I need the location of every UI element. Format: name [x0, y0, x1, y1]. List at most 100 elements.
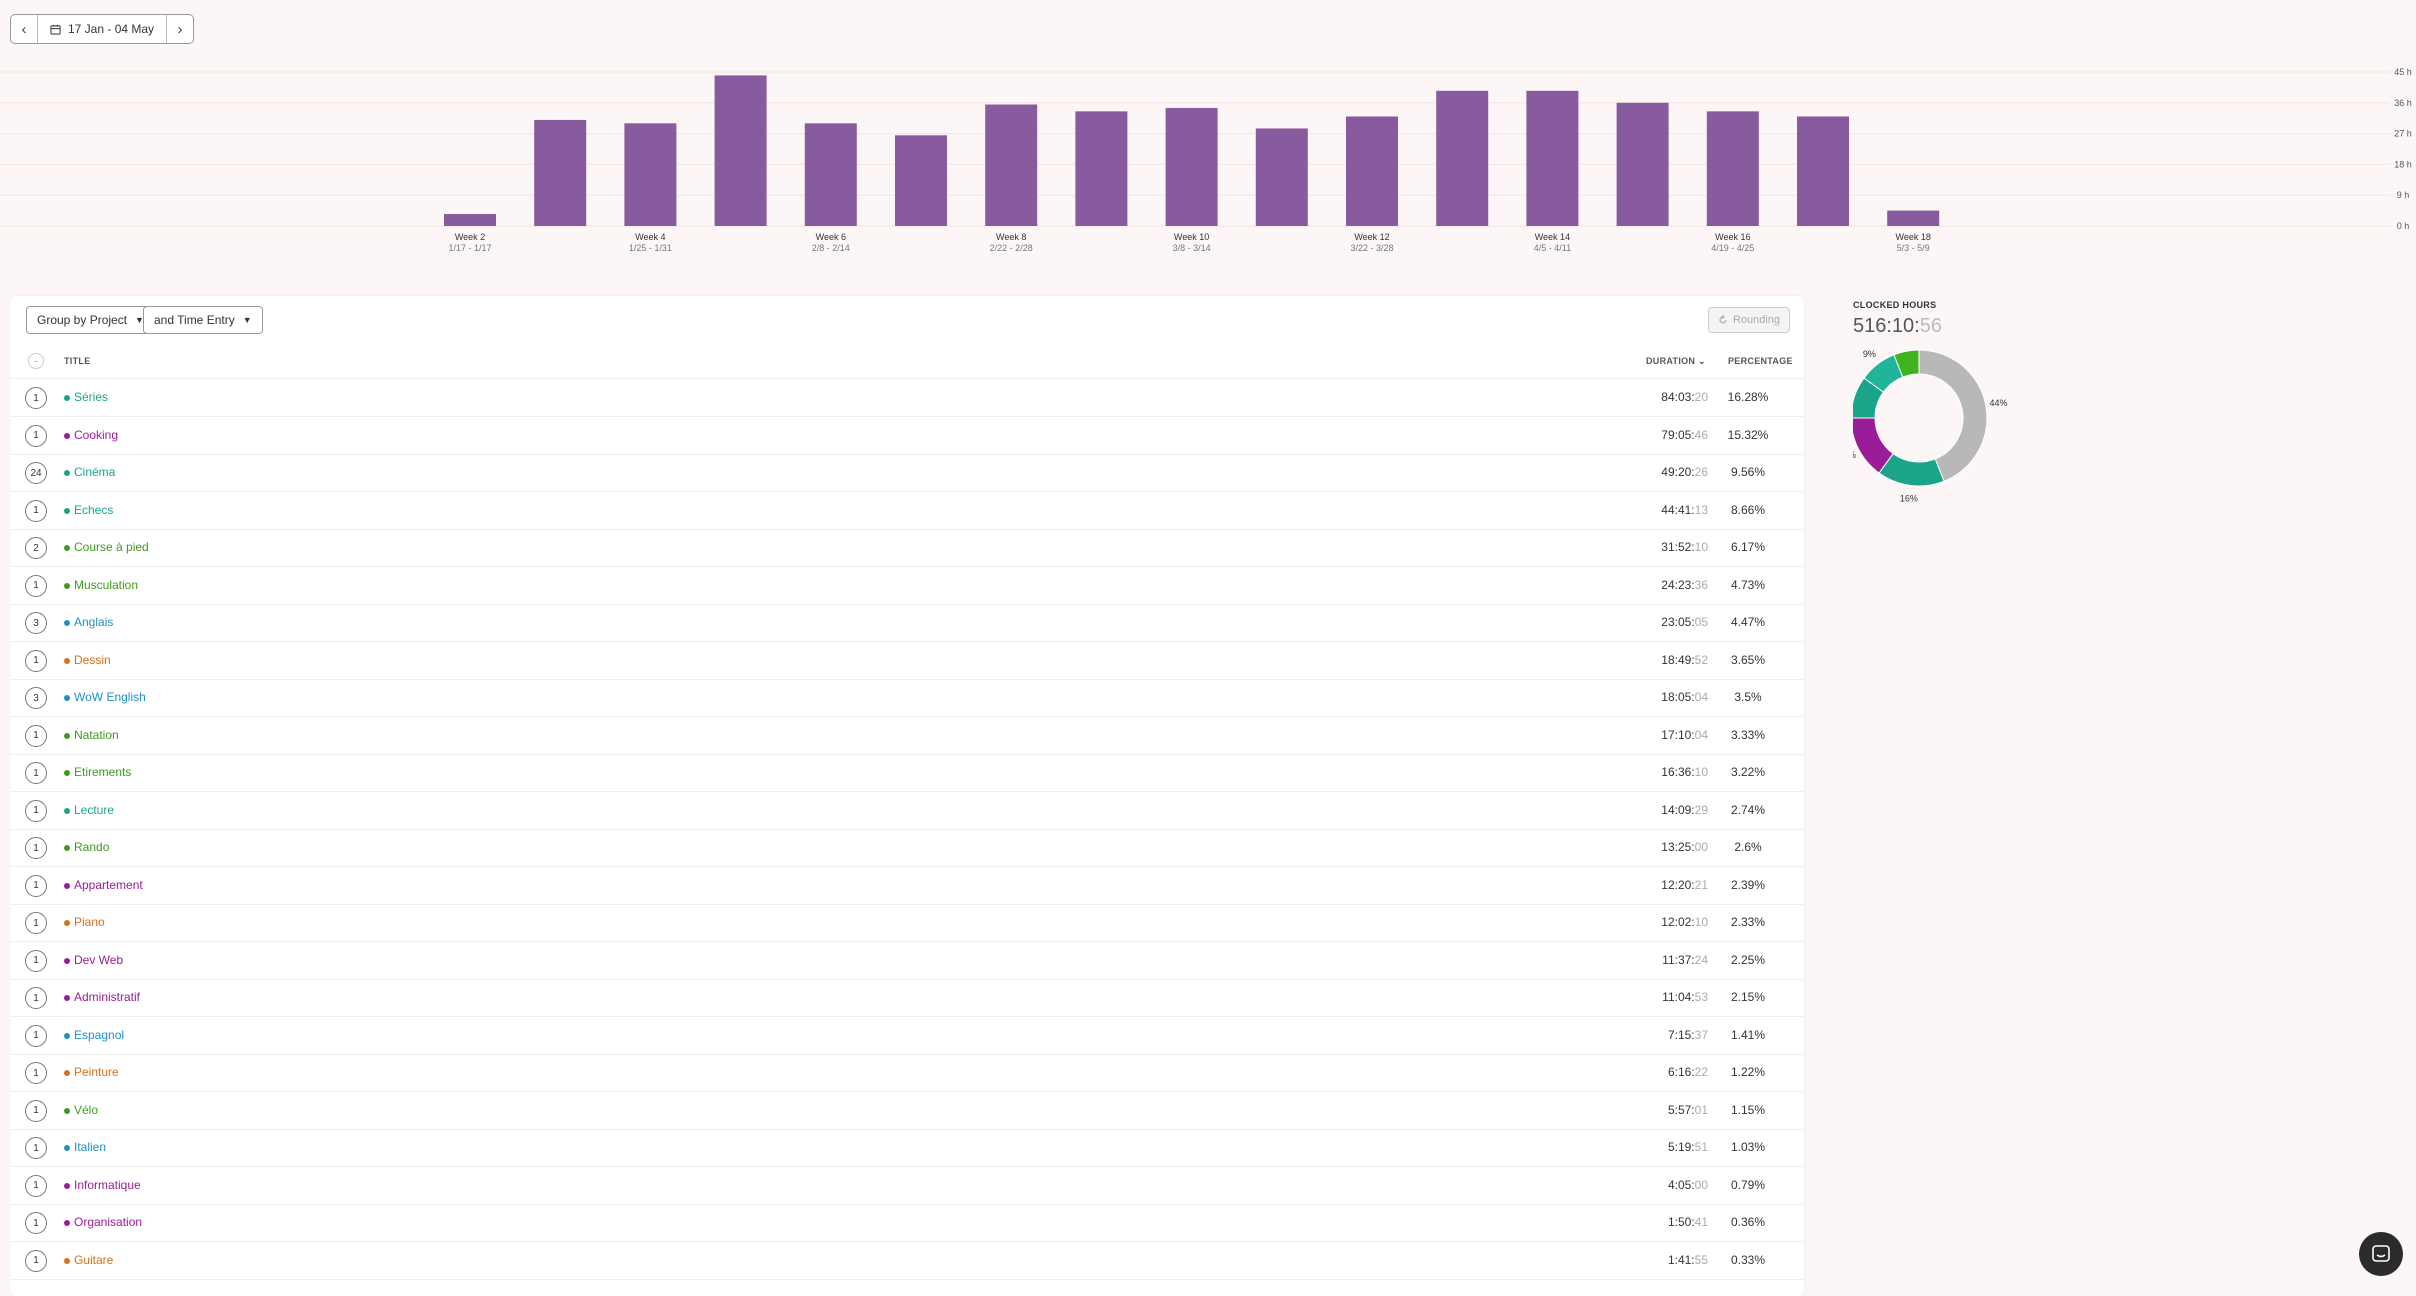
- entry-count-badge[interactable]: 1: [25, 912, 47, 934]
- project-title[interactable]: Etirements: [74, 765, 132, 779]
- project-title[interactable]: Italien: [74, 1140, 107, 1154]
- table-row[interactable]: 1 Piano 12:02:10 2.33%: [10, 904, 1804, 942]
- expand-all-toggle[interactable]: –: [28, 353, 44, 369]
- project-title[interactable]: Musculation: [74, 577, 139, 592]
- entry-count-badge[interactable]: 3: [25, 687, 47, 709]
- bar-week-7[interactable]: [895, 135, 947, 226]
- project-title[interactable]: Course à pied: [74, 540, 149, 554]
- bar-week-3[interactable]: [534, 119, 587, 226]
- entry-count-badge[interactable]: 1: [25, 1137, 47, 1159]
- entry-count-badge[interactable]: 1: [25, 387, 47, 409]
- percentage-column-header[interactable]: PERCENTAGE: [1728, 356, 1793, 366]
- entry-count-badge[interactable]: 1: [25, 762, 47, 784]
- entry-count-badge[interactable]: 1: [25, 1249, 47, 1272]
- donut-slice[interactable]: [1893, 349, 1920, 378]
- bar-week-11[interactable]: [1255, 128, 1308, 226]
- group-by-dropdown[interactable]: Group by Project ▼: [26, 306, 155, 334]
- project-title[interactable]: Séries: [74, 390, 109, 404]
- bar-week-2[interactable]: [444, 214, 496, 226]
- entry-count-badge[interactable]: 1: [25, 424, 47, 447]
- title-column-header[interactable]: TITLE: [64, 356, 91, 366]
- table-row[interactable]: 1 Administratif 11:04:53 2.15%: [10, 979, 1804, 1017]
- entry-count-badge[interactable]: 3: [25, 612, 47, 634]
- then-by-dropdown[interactable]: and Time Entry ▼: [143, 306, 263, 334]
- entry-count-badge[interactable]: 1: [25, 1212, 47, 1234]
- project-title[interactable]: Guitare: [74, 1252, 114, 1267]
- project-title[interactable]: Peinture: [74, 1065, 119, 1079]
- project-title[interactable]: Cinéma: [74, 465, 116, 479]
- entry-count-badge[interactable]: 1: [25, 987, 47, 1009]
- project-title[interactable]: Dessin: [74, 652, 111, 667]
- bar-week-18[interactable]: [1887, 210, 1940, 226]
- entry-count-badge[interactable]: 1: [25, 724, 47, 747]
- entry-count-badge[interactable]: 1: [25, 1174, 47, 1197]
- project-title[interactable]: Rando: [74, 840, 110, 854]
- project-title[interactable]: Echecs: [74, 502, 114, 517]
- table-row[interactable]: 1 Lecture 14:09:29 2.74%: [10, 792, 1804, 830]
- donut-slice[interactable]: [1918, 349, 1988, 482]
- project-title[interactable]: Anglais: [74, 615, 114, 629]
- table-row[interactable]: 1 Organisation 1:50:41 0.36%: [10, 1204, 1804, 1242]
- entry-count-badge[interactable]: 24: [25, 462, 47, 484]
- date-range-button[interactable]: 17 Jan - 04 May: [37, 15, 168, 43]
- table-row[interactable]: 1 Musculation 24:23:36 4.73%: [10, 567, 1804, 605]
- bar-week-17[interactable]: [1797, 116, 1849, 226]
- project-title[interactable]: Cooking: [74, 427, 119, 442]
- entry-count-badge[interactable]: 1: [25, 649, 47, 672]
- project-title[interactable]: Administratif: [74, 990, 141, 1004]
- table-row[interactable]: 1 Informatique 4:05:00 0.79%: [10, 1167, 1804, 1205]
- bar-week-16[interactable]: [1706, 111, 1759, 226]
- table-row[interactable]: 1 Italien 5:19:51 1.03%: [10, 1129, 1804, 1167]
- rounding-button[interactable]: Rounding: [1708, 307, 1790, 333]
- entry-count-badge[interactable]: 1: [25, 1024, 47, 1047]
- project-title[interactable]: Lecture: [74, 802, 115, 817]
- table-row[interactable]: 1 Dessin 18:49:52 3.65%: [10, 642, 1804, 680]
- project-title[interactable]: Natation: [74, 727, 119, 742]
- bar-week-5[interactable]: [714, 75, 767, 226]
- entry-count-badge[interactable]: 2: [25, 537, 47, 559]
- prev-period-button[interactable]: ‹: [21, 20, 27, 38]
- bar-week-14[interactable]: [1526, 90, 1579, 226]
- project-title[interactable]: Espagnol: [74, 1027, 125, 1042]
- bar-week-10[interactable]: [1165, 107, 1218, 226]
- table-row[interactable]: 1 Guitare 1:41:55 0.33%: [10, 1242, 1804, 1280]
- table-row[interactable]: 1 Echecs 44:41:13 8.66%: [10, 492, 1804, 530]
- table-row[interactable]: 1 Dev Web 11:37:24 2.25%: [10, 942, 1804, 980]
- project-title[interactable]: Organisation: [74, 1215, 143, 1229]
- bar-week-12[interactable]: [1346, 116, 1398, 226]
- entry-count-badge[interactable]: 1: [25, 1062, 47, 1084]
- chat-button[interactable]: [2359, 1232, 2403, 1276]
- entry-count-badge[interactable]: 1: [25, 574, 47, 597]
- bar-week-8[interactable]: [985, 104, 1038, 226]
- project-title[interactable]: Informatique: [74, 1177, 141, 1192]
- entry-count-badge[interactable]: 1: [25, 837, 47, 859]
- entry-count-badge[interactable]: 1: [25, 499, 47, 522]
- bar-week-4[interactable]: [624, 123, 677, 226]
- bar-week-9[interactable]: [1075, 111, 1128, 226]
- table-row[interactable]: 1 Appartement 12:20:21 2.39%: [10, 867, 1804, 905]
- table-row[interactable]: 1 Peinture 6:16:22 1.22%: [10, 1054, 1804, 1092]
- table-row[interactable]: 3 WoW English 18:05:04 3.5%: [10, 679, 1804, 717]
- bar-week-15[interactable]: [1616, 102, 1669, 226]
- project-title[interactable]: Piano: [74, 915, 105, 929]
- table-row[interactable]: 1 Cooking 79:05:46 15.32%: [10, 417, 1804, 455]
- table-row[interactable]: 1 Etirements 16:36:10 3.22%: [10, 754, 1804, 792]
- project-title[interactable]: Appartement: [74, 877, 143, 892]
- next-period-button[interactable]: ›: [177, 20, 183, 38]
- project-title[interactable]: Dev Web: [74, 952, 124, 967]
- duration-column-header[interactable]: DURATION ⌄: [1646, 356, 1706, 367]
- entry-count-badge[interactable]: 1: [25, 949, 47, 972]
- table-row[interactable]: 1 Espagnol 7:15:37 1.41%: [10, 1017, 1804, 1055]
- bar-week-13[interactable]: [1436, 90, 1489, 226]
- project-title[interactable]: Vélo: [74, 1102, 99, 1117]
- project-title[interactable]: WoW English: [74, 690, 146, 704]
- table-row[interactable]: 3 Anglais 23:05:05 4.47%: [10, 604, 1804, 642]
- bar-week-6[interactable]: [804, 123, 857, 226]
- table-row[interactable]: 24 Cinéma 49:20:26 9.56%: [10, 454, 1804, 492]
- table-row[interactable]: 2 Course à pied 31:52:10 6.17%: [10, 529, 1804, 567]
- table-row[interactable]: 1 Natation 17:10:04 3.33%: [10, 717, 1804, 755]
- table-row[interactable]: 1 Vélo 5:57:01 1.15%: [10, 1092, 1804, 1130]
- table-row[interactable]: 1 Rando 13:25:00 2.6%: [10, 829, 1804, 867]
- table-row[interactable]: 1 Séries 84:03:20 16.28%: [10, 379, 1804, 417]
- entry-count-badge[interactable]: 1: [25, 799, 47, 822]
